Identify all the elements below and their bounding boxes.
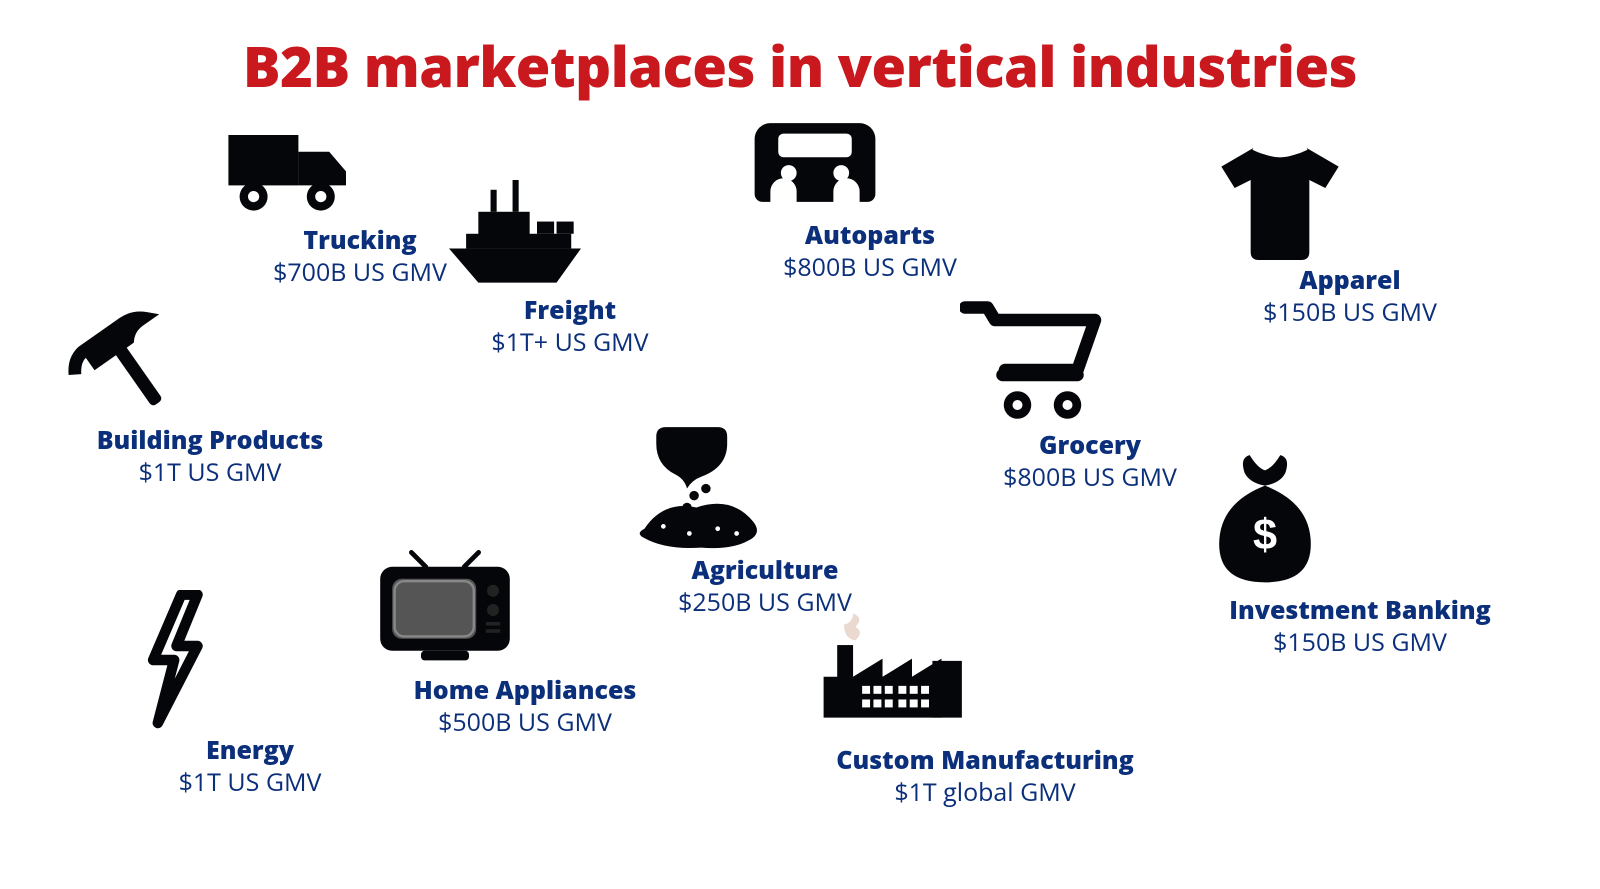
factory-icon (810, 600, 1160, 740)
tshirt-icon (1210, 140, 1490, 260)
cart-icon (960, 300, 1220, 425)
car-icon (740, 110, 1000, 215)
vertical-appliances: Home Appliances$500B US GMV (370, 550, 680, 737)
vertical-value: $500B US GMV (370, 707, 680, 737)
svg-text:$: $ (1253, 511, 1277, 559)
vertical-label: Grocery (960, 431, 1220, 460)
vertical-value: $1T US GMV (60, 457, 360, 487)
hammer-icon (60, 300, 360, 420)
vertical-value: $1T+ US GMV (440, 327, 700, 357)
vertical-apparel: Apparel$150B US GMV (1210, 140, 1490, 327)
seed-icon (620, 420, 910, 550)
vertical-manufacturing: Custom Manufacturing$1T global GMV (810, 600, 1160, 807)
vertical-label: Apparel (1210, 266, 1490, 295)
vertical-label: Energy (130, 736, 370, 765)
ship-icon (440, 180, 700, 290)
moneybag-icon: $ (1200, 450, 1520, 590)
vertical-label: Building Products (60, 426, 360, 455)
vertical-label: Investment Banking (1200, 596, 1520, 625)
vertical-autoparts: Autoparts$800B US GMV (740, 110, 1000, 282)
vertical-label: Home Appliances (370, 676, 680, 705)
vertical-grocery: Grocery$800B US GMV (960, 300, 1220, 492)
vertical-energy: Energy$1T US GMV (130, 590, 370, 797)
tv-icon (370, 550, 680, 670)
vertical-label: Freight (440, 296, 700, 325)
page-title: B2B marketplaces in vertical industries (0, 28, 1600, 104)
vertical-value: $150B US GMV (1200, 627, 1520, 657)
vertical-value: $800B US GMV (740, 252, 1000, 282)
vertical-value: $1T global GMV (810, 777, 1160, 807)
infographic-stage: B2B marketplaces in vertical industries … (0, 0, 1600, 889)
vertical-label: Custom Manufacturing (810, 746, 1160, 775)
vertical-investment: $ Investment Banking$150B US GMV (1200, 450, 1520, 657)
vertical-value: $1T US GMV (130, 767, 370, 797)
vertical-label: Autoparts (740, 221, 1000, 250)
vertical-building: Building Products$1T US GMV (60, 300, 360, 487)
vertical-freight: Freight$1T+ US GMV (440, 180, 700, 357)
bolt-icon (130, 590, 370, 730)
vertical-value: $150B US GMV (1210, 297, 1490, 327)
vertical-value: $800B US GMV (960, 462, 1220, 492)
